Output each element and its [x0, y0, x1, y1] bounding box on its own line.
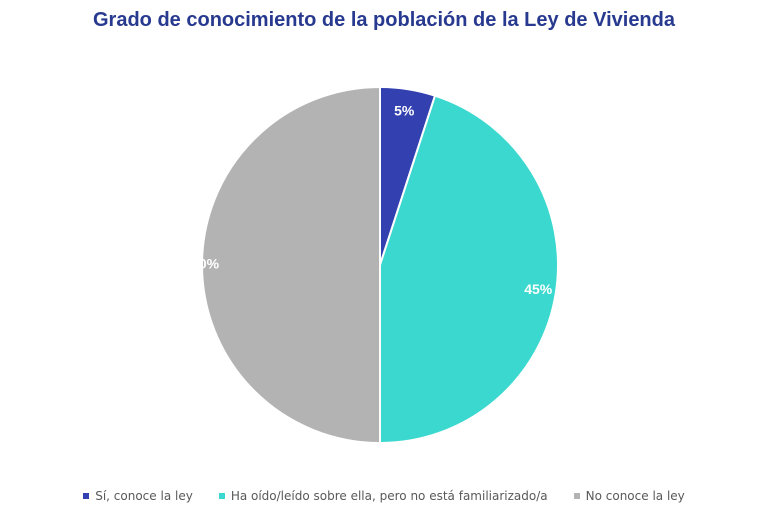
- legend-swatch: [218, 493, 225, 499]
- pie-slice: [379, 94, 559, 445]
- legend-swatch: [83, 493, 90, 499]
- legend-label: Ha oído/leído sobre ella, pero no está f…: [230, 489, 548, 503]
- pie-slice: [201, 85, 381, 445]
- slice-data-label: 50%: [191, 256, 220, 272]
- legend-swatch: [573, 493, 580, 499]
- legend-item: Sí, conoce la ley: [83, 489, 193, 503]
- legend-label: Sí, conoce la ley: [95, 489, 193, 503]
- chart-legend: Sí, conoce la ley Ha oído/leído sobre ell…: [0, 489, 768, 503]
- legend-item: No conoce la ley: [573, 489, 685, 503]
- legend-label: No conoce la ley: [585, 489, 685, 503]
- legend-item: Ha oído/leído sobre ella, pero no está f…: [218, 489, 548, 503]
- pie-labels: 5% 45% 50%: [191, 103, 553, 297]
- pie-slices: [201, 85, 559, 445]
- slice-data-label: 5%: [394, 103, 415, 119]
- chart-title: Grado de conocimiento de la población de…: [93, 9, 675, 31]
- slice-data-label: 45%: [524, 281, 553, 297]
